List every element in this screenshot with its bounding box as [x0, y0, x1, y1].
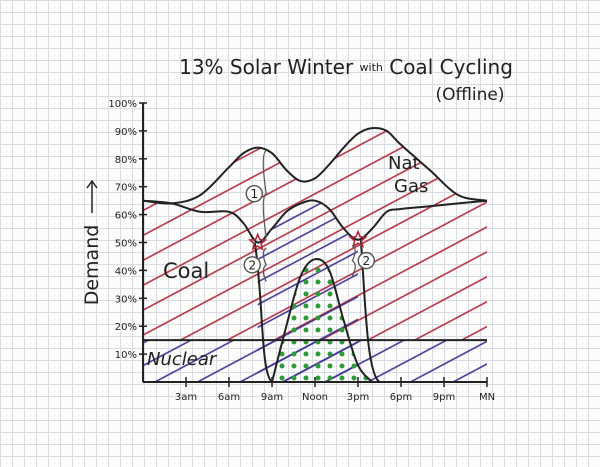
label-nuclear: Nuclear	[147, 349, 218, 370]
chart-title: 13% Solar Winter with Coal Cycling	[179, 52, 513, 79]
x-tick-label: 3am	[175, 392, 197, 403]
annotation-brace	[351, 244, 356, 277]
x-tick-label: 9am	[261, 392, 283, 403]
annotation-circle	[243, 256, 261, 274]
line-coal	[142, 199, 488, 244]
chart-subtitle: (Offline)	[435, 85, 504, 105]
label-nat: Nat	[388, 153, 420, 174]
star-marker	[248, 232, 268, 251]
y-tick-label: 80%	[115, 155, 137, 166]
x-tick-label: 3pm	[347, 392, 369, 403]
annotation-circle	[245, 184, 263, 203]
svg-text:Demand: Demand	[81, 225, 103, 306]
y-tick-label: 10%	[115, 350, 137, 361]
annotation-number: 2	[248, 258, 256, 272]
y-tick-label: 40%	[115, 266, 137, 277]
x-tick-label: 6am	[218, 392, 240, 403]
y-tick-label: 60%	[115, 211, 137, 222]
annotation-brace	[262, 149, 267, 238]
star-marker	[348, 229, 368, 248]
y-tick-label: 90%	[115, 127, 137, 138]
annotation-number: 2	[362, 254, 370, 268]
y-axis-label: Demand	[81, 179, 103, 306]
y-tick-label: 50%	[115, 239, 137, 250]
y-tick-label: 100%	[108, 99, 137, 110]
x-tick-label: 6pm	[390, 392, 412, 403]
line-solar	[271, 258, 374, 383]
x-tick-label: MN	[479, 392, 495, 403]
y-tick-label: 70%	[115, 183, 137, 194]
area-gas	[143, 127, 487, 243]
line-gas	[142, 126, 488, 205]
annotation-brace	[262, 247, 268, 282]
label-gas: Gas	[394, 176, 428, 197]
label-coal: Coal	[163, 259, 209, 283]
y-tick-label: 20%	[115, 322, 137, 333]
y-tick-label: 30%	[115, 294, 137, 305]
annotation-number: 1	[250, 187, 258, 201]
annotation-circle	[357, 251, 375, 270]
x-tick-label: Noon	[302, 392, 328, 403]
x-tick-label: 9pm	[433, 392, 455, 403]
